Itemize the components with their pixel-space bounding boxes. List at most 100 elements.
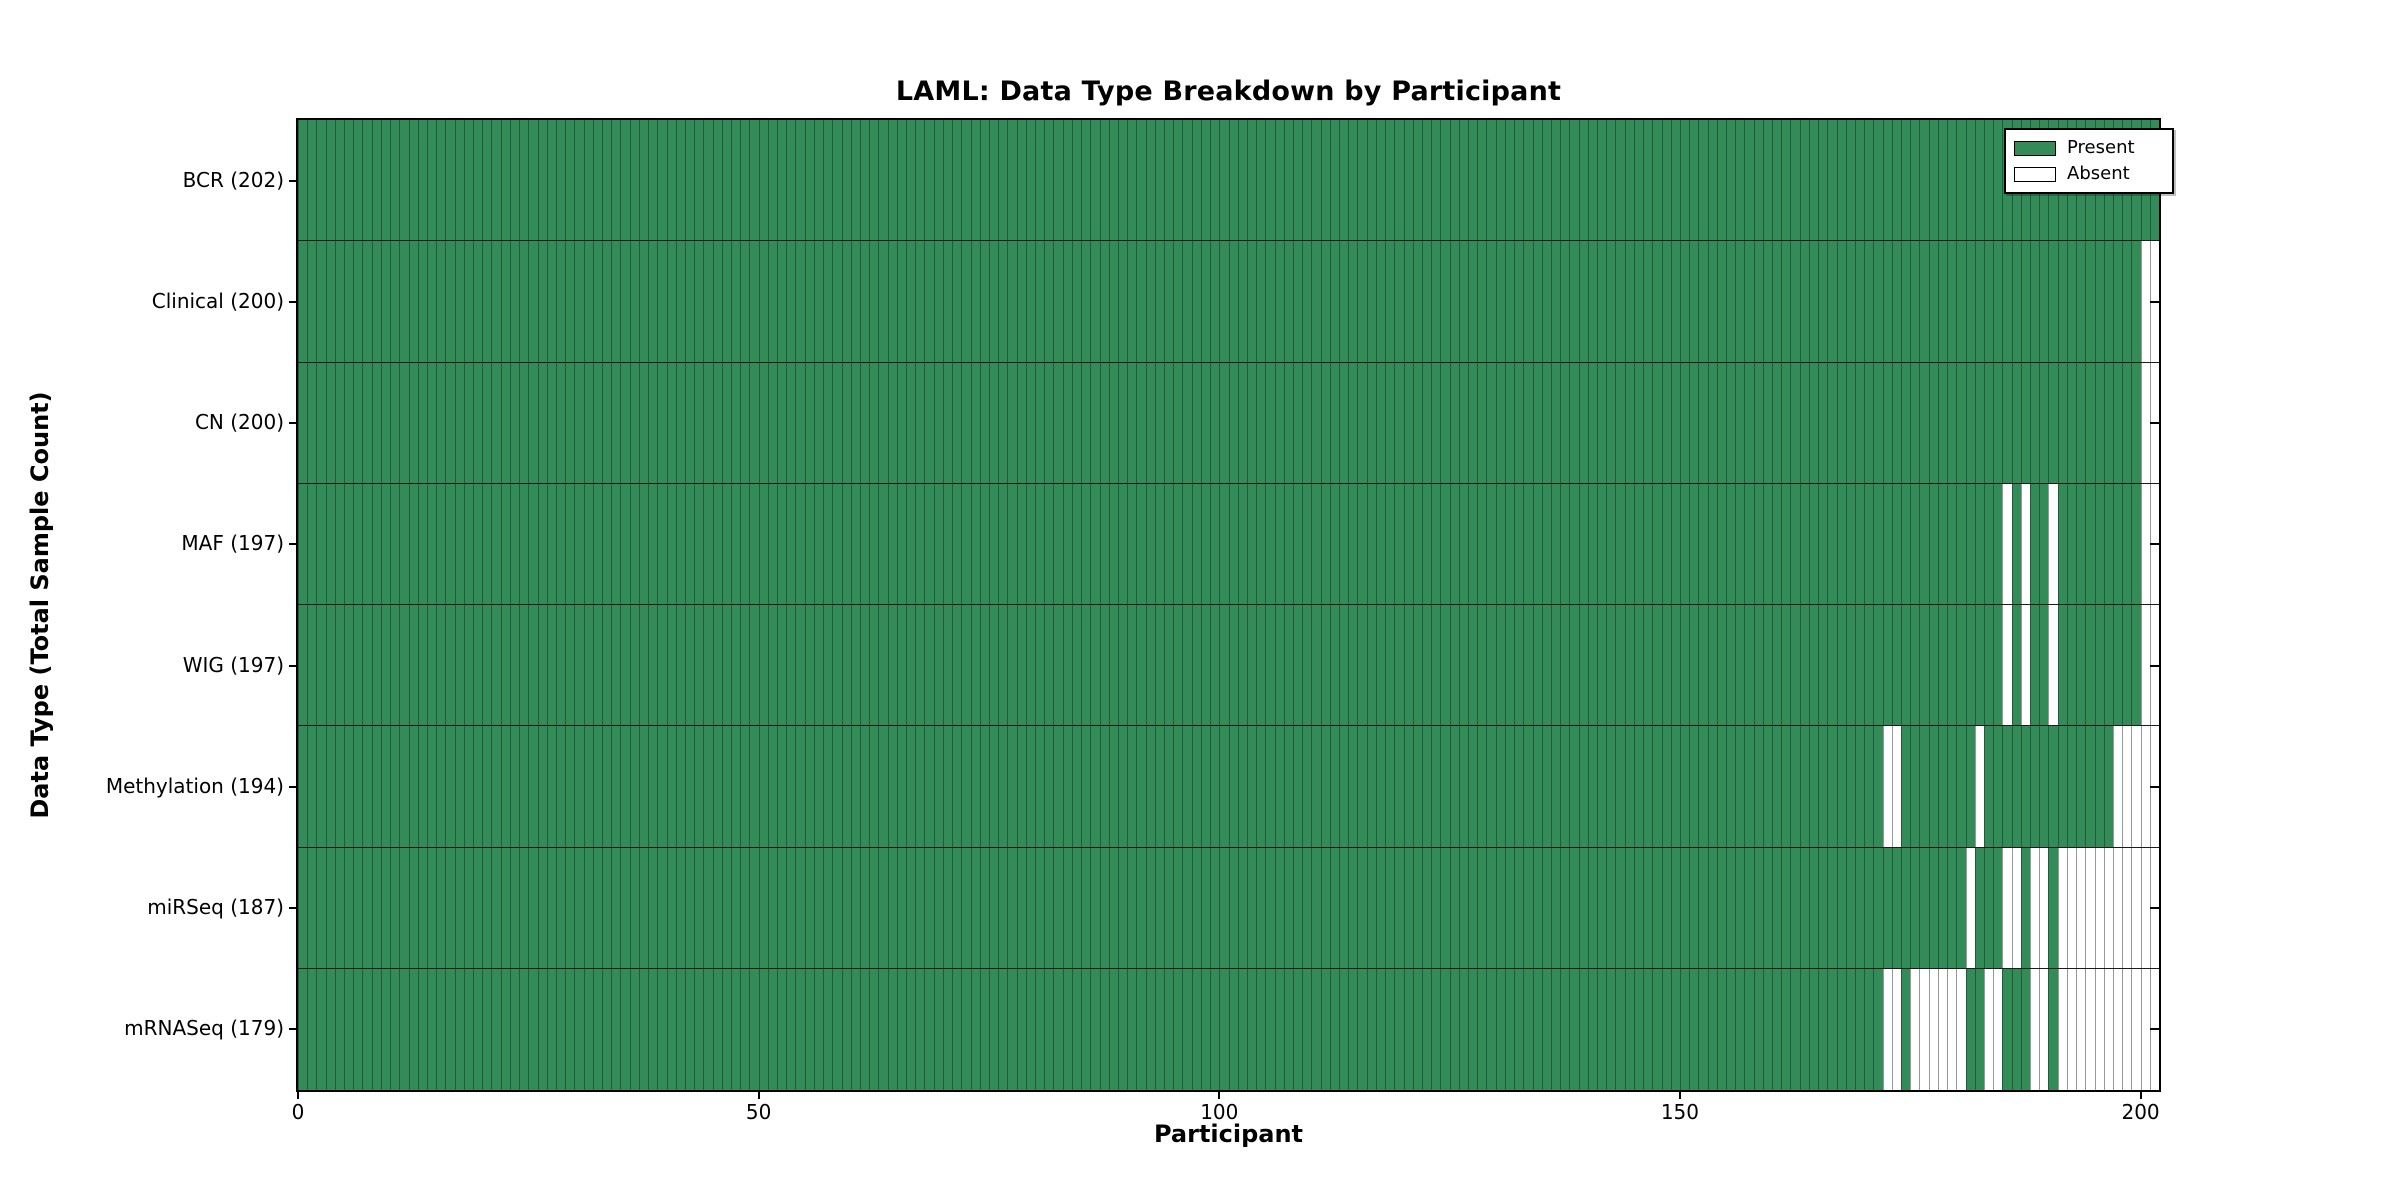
mosaic-cell bbox=[1182, 726, 1193, 847]
mosaic-cell bbox=[1689, 241, 1699, 362]
mosaic-cell bbox=[592, 120, 603, 241]
mosaic-cell bbox=[786, 362, 796, 483]
mosaic-cell bbox=[1182, 968, 1193, 1090]
mosaic-cell bbox=[1993, 726, 2003, 847]
mosaic-row bbox=[298, 968, 2160, 1090]
mosaic-cell bbox=[924, 968, 935, 1090]
mosaic-cell bbox=[592, 241, 603, 362]
mosaic-cell bbox=[2140, 968, 2151, 1090]
mosaic-cell bbox=[519, 241, 529, 362]
mosaic-cell bbox=[1431, 605, 1441, 726]
mosaic-cell bbox=[1256, 847, 1266, 968]
mosaic-cell bbox=[1560, 726, 1570, 847]
mosaic-cell bbox=[1993, 968, 2003, 1090]
mosaic-cell bbox=[399, 847, 410, 968]
mosaic-cell bbox=[1025, 968, 1036, 1090]
mosaic-cell bbox=[832, 605, 843, 726]
mosaic-cell bbox=[1283, 847, 1294, 968]
mosaic-cell bbox=[2002, 726, 2013, 847]
mosaic-cell bbox=[1062, 847, 1073, 968]
mosaic-cell bbox=[1117, 241, 1128, 362]
mosaic-cell bbox=[1679, 847, 1690, 968]
mosaic-cell bbox=[1587, 241, 1598, 362]
mosaic-cell bbox=[1836, 362, 1847, 483]
mosaic-cell bbox=[648, 483, 658, 604]
mosaic-cell bbox=[1164, 726, 1174, 847]
mosaic-cell bbox=[1772, 726, 1782, 847]
mosaic-cell bbox=[1071, 847, 1082, 968]
mosaic-cell bbox=[1587, 483, 1598, 604]
mosaic-cell bbox=[2131, 241, 2142, 362]
mosaic-cell bbox=[961, 241, 972, 362]
mosaic-cell bbox=[906, 483, 916, 604]
mosaic-cell bbox=[1154, 362, 1165, 483]
mosaic-cell bbox=[1210, 483, 1220, 604]
mosaic-cell bbox=[666, 968, 677, 1090]
mosaic-cell bbox=[2131, 968, 2142, 1090]
mosaic-cell bbox=[795, 968, 806, 1090]
mosaic-cell bbox=[1836, 483, 1847, 604]
mosaic-cell bbox=[620, 483, 631, 604]
mosaic-cell bbox=[408, 968, 419, 1090]
mosaic-cell bbox=[519, 726, 529, 847]
mosaic-cell bbox=[611, 362, 621, 483]
mosaic-cell bbox=[804, 362, 815, 483]
mosaic-cell bbox=[362, 726, 373, 847]
mosaic-cell bbox=[390, 968, 400, 1090]
mosaic-cell bbox=[1403, 120, 1414, 241]
mosaic-cell bbox=[961, 968, 972, 1090]
mosaic-cell bbox=[1200, 968, 1211, 1090]
mosaic-cell bbox=[841, 847, 852, 968]
mosaic-cell bbox=[1173, 483, 1183, 604]
mosaic-cell bbox=[1698, 847, 1709, 968]
mosaic-cell bbox=[1679, 968, 1690, 1090]
mosaic-cell bbox=[1504, 605, 1515, 726]
mosaic-cell bbox=[1606, 726, 1616, 847]
mosaic-cell bbox=[1762, 605, 1773, 726]
mosaic-cell bbox=[2057, 241, 2068, 362]
mosaic-cell bbox=[749, 968, 760, 1090]
mosaic-cell bbox=[804, 483, 815, 604]
mosaic-cell bbox=[353, 362, 363, 483]
mosaic-cell bbox=[887, 241, 898, 362]
mosaic-cell bbox=[878, 120, 889, 241]
mosaic-cell bbox=[731, 726, 741, 847]
mosaic-cell bbox=[1292, 483, 1303, 604]
mosaic-cell bbox=[555, 605, 566, 726]
mosaic-cell bbox=[767, 605, 778, 726]
mosaic-cell bbox=[1035, 726, 1045, 847]
mosaic-cell bbox=[1735, 847, 1745, 968]
mosaic-cell bbox=[1910, 847, 1920, 968]
mosaic-cell bbox=[482, 605, 492, 726]
mosaic-cell bbox=[1458, 483, 1469, 604]
mosaic-cell bbox=[1136, 483, 1147, 604]
mosaic-cell bbox=[1514, 968, 1524, 1090]
mosaic-cell bbox=[1569, 605, 1580, 726]
mosaic-cell bbox=[473, 726, 483, 847]
mosaic-cell bbox=[850, 241, 861, 362]
mosaic-cell bbox=[952, 483, 962, 604]
mosaic-cell bbox=[1219, 726, 1229, 847]
mosaic-cell bbox=[712, 605, 723, 726]
mosaic-cell bbox=[2140, 847, 2151, 968]
mosaic-cell bbox=[629, 968, 640, 1090]
mosaic-cell bbox=[841, 120, 852, 241]
mosaic-cell bbox=[546, 726, 557, 847]
mosaic-cell bbox=[325, 605, 336, 726]
mosaic-cell bbox=[1495, 120, 1506, 241]
mosaic-cell bbox=[998, 120, 1008, 241]
legend-item-absent: Absent bbox=[2014, 161, 2164, 187]
mosaic-cell bbox=[629, 120, 640, 241]
mosaic-cell bbox=[1108, 605, 1119, 726]
mosaic-cell bbox=[2112, 847, 2123, 968]
mosaic-cell bbox=[823, 605, 833, 726]
mosaic-cell bbox=[1412, 847, 1423, 968]
mosaic-cell bbox=[1615, 362, 1626, 483]
mosaic-cell bbox=[1053, 847, 1064, 968]
mosaic-cell bbox=[1256, 968, 1266, 1090]
x-axis-tick bbox=[2139, 1090, 2142, 1099]
mosaic-cell bbox=[1744, 726, 1755, 847]
mosaic-cell bbox=[1173, 241, 1183, 362]
mosaic-cell bbox=[1606, 120, 1616, 241]
mosaic-cell bbox=[1164, 968, 1174, 1090]
